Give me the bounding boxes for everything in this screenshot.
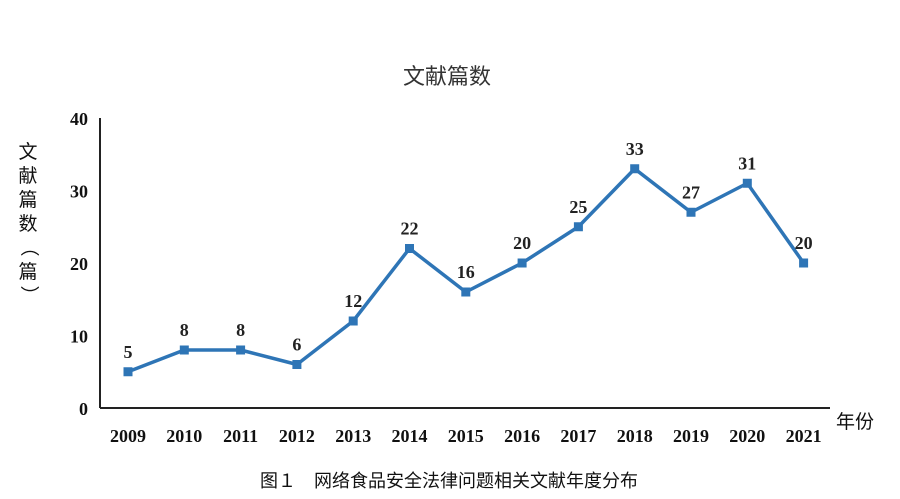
x-ticks: 2009 2010 2011 2012 2013 2014 2015 2016 2017 2018… bbox=[110, 426, 822, 446]
data-label: 20 bbox=[795, 233, 813, 253]
data-point bbox=[799, 258, 809, 268]
y-axis-label-char: 数 bbox=[18, 213, 37, 235]
data-point bbox=[573, 222, 583, 232]
data-label: 33 bbox=[626, 139, 644, 159]
y-axis-label-char: 篇 bbox=[18, 189, 37, 211]
data-label: 31 bbox=[738, 153, 756, 173]
data-point bbox=[236, 345, 246, 355]
data-label: 25 bbox=[569, 197, 587, 217]
y-axis-label-char: 献 bbox=[18, 165, 37, 187]
y-axis-label-char: 篇 bbox=[18, 261, 37, 283]
data-label: 16 bbox=[457, 262, 475, 282]
y-axis-label-char: 文 bbox=[18, 141, 37, 163]
x-tick-label: 2014 bbox=[392, 426, 428, 446]
y-axis-label: 文献篇数（篇） bbox=[18, 141, 40, 305]
data-point bbox=[292, 360, 302, 369]
x-tick-label: 2019 bbox=[673, 426, 709, 446]
data-labels: 5 8 8 6 12 22 16 20 25 33 27 31 20 bbox=[124, 139, 813, 362]
x-tick-label: 2020 bbox=[729, 426, 765, 446]
x-tick-label: 2012 bbox=[279, 426, 315, 446]
y-tick-label: 30 bbox=[70, 182, 88, 202]
x-tick-label: 2011 bbox=[223, 426, 258, 446]
chart-title: 文献篇数 bbox=[403, 65, 491, 90]
data-point bbox=[630, 164, 640, 174]
x-tick-label: 2021 bbox=[786, 426, 822, 446]
x-tick-label: 2016 bbox=[504, 426, 540, 446]
data-point bbox=[179, 345, 189, 355]
series-markers bbox=[123, 164, 809, 377]
x-tick-label: 2017 bbox=[560, 426, 596, 446]
data-point bbox=[517, 258, 527, 268]
data-point bbox=[461, 287, 471, 297]
data-point bbox=[123, 367, 133, 377]
y-axis-label-char: ） bbox=[18, 285, 40, 304]
data-label: 6 bbox=[292, 335, 301, 355]
data-label: 8 bbox=[236, 320, 245, 340]
data-point bbox=[686, 207, 696, 217]
data-label: 20 bbox=[513, 233, 531, 253]
y-ticks: 0 10 20 30 40 bbox=[70, 109, 88, 419]
data-point bbox=[405, 244, 414, 253]
y-tick-label: 10 bbox=[70, 327, 88, 347]
data-point bbox=[348, 316, 358, 326]
x-tick-label: 2013 bbox=[335, 426, 371, 446]
x-axis-label: 年份 bbox=[836, 411, 874, 433]
data-label: 22 bbox=[401, 219, 419, 239]
y-tick-label: 20 bbox=[70, 254, 88, 274]
y-tick-label: 0 bbox=[79, 399, 88, 419]
y-axis-label-char: （ bbox=[18, 237, 40, 256]
data-label: 5 bbox=[124, 342, 133, 362]
data-point bbox=[742, 178, 752, 188]
data-label: 12 bbox=[344, 291, 362, 311]
data-label: 8 bbox=[180, 320, 189, 340]
x-tick-label: 2018 bbox=[617, 426, 653, 446]
x-tick-label: 2009 bbox=[110, 426, 146, 446]
data-label: 27 bbox=[682, 182, 700, 202]
y-tick-label: 40 bbox=[70, 109, 88, 129]
x-tick-label: 2015 bbox=[448, 426, 484, 446]
figure-caption: 图１ 网络食品安全法律问题相关文献年度分布 bbox=[260, 471, 638, 492]
x-tick-label: 2010 bbox=[166, 426, 202, 446]
